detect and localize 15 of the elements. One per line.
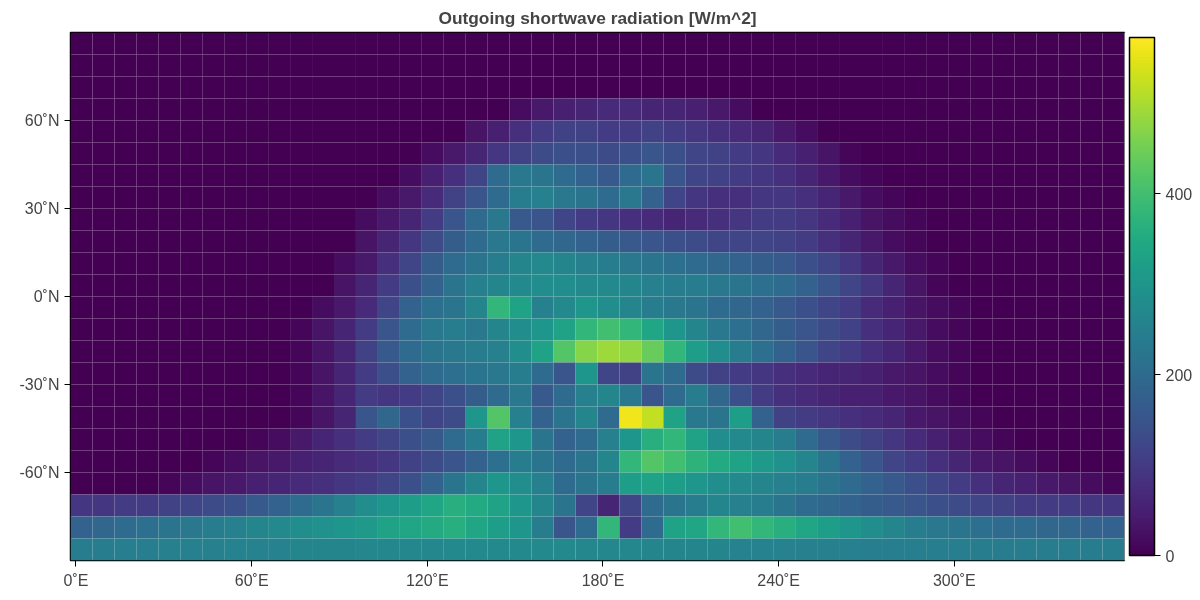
x-tick-label: 60˚E xyxy=(234,571,269,589)
color-bar-label: 0 xyxy=(1165,547,1175,565)
y-tick-label: -60˚N xyxy=(19,464,60,481)
x-tick-label: 0˚E xyxy=(63,571,89,589)
y-tick-label: 0˚N xyxy=(33,288,60,305)
color-bar-label: 400 xyxy=(1165,185,1193,203)
x-tick-label: 300˚E xyxy=(932,571,976,589)
y-tick-label: 30˚N xyxy=(24,200,60,217)
x-tick-label: 180˚E xyxy=(581,571,625,589)
x-tick-label: 120˚E xyxy=(405,571,449,589)
color-bar-label: 200 xyxy=(1165,366,1193,384)
chart-title: Outgoing shortwave radiation [W/m^2] xyxy=(438,7,757,28)
y-tick-label: 60˚N xyxy=(24,112,60,129)
x-tick-label: 240˚E xyxy=(757,571,801,589)
y-tick-label: -30˚N xyxy=(19,376,60,393)
